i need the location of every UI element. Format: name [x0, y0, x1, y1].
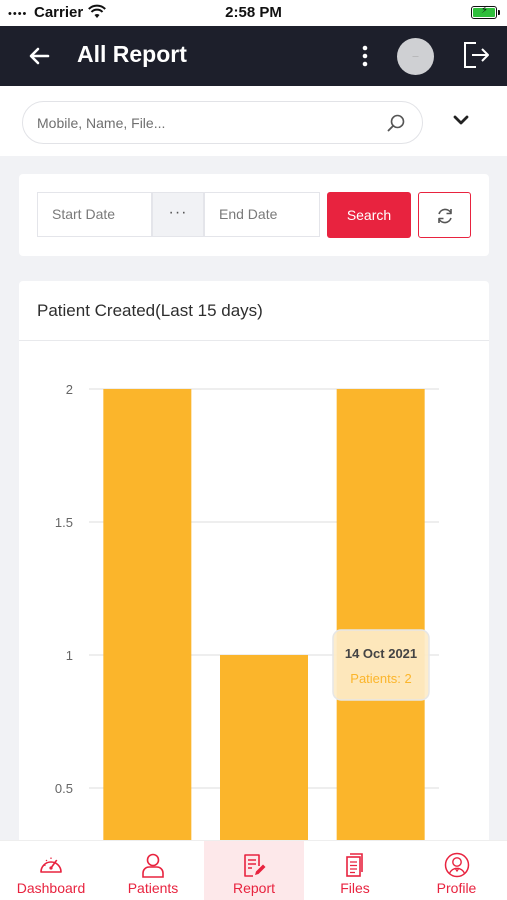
- logout-icon[interactable]: [461, 40, 491, 70]
- y-tick-label: 0.5: [55, 781, 73, 796]
- bar[interactable]: [220, 655, 308, 861]
- chevron-down-icon[interactable]: [451, 113, 471, 127]
- tab-report[interactable]: Report: [204, 841, 304, 900]
- avatar-text: —: [412, 53, 419, 60]
- dashboard-icon: [40, 857, 62, 873]
- date-filter-card: Start Date ··· End Date Search: [19, 174, 489, 256]
- search-icon[interactable]: [386, 113, 406, 133]
- app-header: All Report —: [0, 26, 507, 86]
- profile-icon: [444, 852, 469, 878]
- avatar[interactable]: —: [397, 38, 434, 75]
- tab-label: Report: [232, 880, 276, 896]
- tab-bar: Dashboard Patients Report Files Prof: [0, 840, 507, 900]
- search-box: [22, 101, 423, 144]
- files-icon: [346, 853, 363, 877]
- tab-profile[interactable]: Profile: [406, 841, 507, 900]
- chart-card: Patient Created(Last 15 days) 2 1.5 1 0.5 14…: [19, 281, 489, 861]
- chart-divider: [19, 340, 489, 341]
- y-tick-label: 2: [66, 382, 73, 397]
- page-title: All Report: [77, 41, 187, 67]
- refresh-button[interactable]: [418, 192, 471, 238]
- end-date-field[interactable]: End Date: [204, 192, 320, 237]
- wifi-icon: [88, 4, 106, 18]
- tab-label: Files: [340, 880, 370, 896]
- tooltip-body: Patients: 2: [350, 671, 411, 686]
- chart-tooltip: 14 Oct 2021 Patients: 2: [332, 629, 430, 701]
- chart-title: Patient Created(Last 15 days): [37, 301, 263, 320]
- tab-label: Patients: [127, 880, 179, 896]
- status-bar: •••• Carrier 2:58 PM ⚡: [0, 0, 507, 26]
- tab-label: Dashboard: [16, 880, 86, 896]
- tooltip-title: 14 Oct 2021: [345, 646, 417, 661]
- bar[interactable]: [336, 389, 425, 861]
- tab-files[interactable]: Files: [304, 841, 406, 900]
- back-arrow-icon[interactable]: [26, 42, 54, 70]
- bar[interactable]: [103, 389, 192, 861]
- report-icon: [244, 854, 266, 877]
- y-tick-label: 1.5: [55, 515, 73, 530]
- battery-icon: ⚡: [471, 5, 500, 19]
- start-date-field[interactable]: Start Date: [37, 192, 152, 237]
- tab-label: Profile: [436, 880, 477, 896]
- more-options-icon[interactable]: [355, 42, 375, 70]
- signal-dots-icon: ••••: [8, 8, 28, 20]
- tab-patients[interactable]: Patients: [102, 841, 204, 900]
- y-tick-label: 1: [66, 648, 73, 663]
- search-area: [0, 86, 507, 156]
- tab-dashboard[interactable]: Dashboard: [0, 841, 102, 900]
- patients-icon: [142, 853, 164, 878]
- carrier-label: Carrier: [34, 4, 84, 21]
- search-input[interactable]: [37, 112, 377, 134]
- refresh-icon: [438, 208, 452, 224]
- bar-chart: 2 1.5 1 0.5 14 Oct 2021 Patients: 2: [55, 382, 439, 861]
- clock: 2:58 PM: [225, 4, 282, 21]
- date-range-separator: ···: [152, 192, 204, 237]
- search-button[interactable]: Search: [327, 192, 411, 238]
